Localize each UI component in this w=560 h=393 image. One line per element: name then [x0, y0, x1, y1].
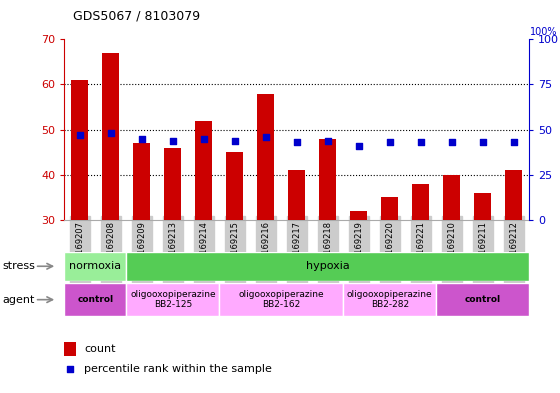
Text: stress: stress [3, 261, 36, 271]
Point [230, 138, 239, 144]
Point [385, 139, 394, 145]
Text: GDS5067 / 8103079: GDS5067 / 8103079 [73, 10, 200, 23]
Text: 100%: 100% [530, 28, 557, 37]
Bar [64, 252, 127, 281]
Bar [257, 94, 274, 220]
Text: count: count [84, 343, 115, 354]
Point [354, 143, 363, 149]
Point [292, 139, 301, 145]
Bar [288, 171, 305, 220]
Text: oligooxopiperazine
BB2-162: oligooxopiperazine BB2-162 [239, 290, 324, 309]
Bar [133, 143, 151, 220]
Bar [412, 184, 430, 220]
Text: percentile rank within the sample: percentile rank within the sample [84, 364, 272, 374]
Text: normoxia: normoxia [69, 261, 122, 271]
Point [199, 136, 208, 142]
Point [137, 136, 146, 142]
Bar [71, 80, 88, 220]
Point [478, 139, 487, 145]
Text: oligooxopiperazine
BB2-125: oligooxopiperazine BB2-125 [130, 290, 216, 309]
Point [76, 132, 85, 138]
Text: hypoxia: hypoxia [306, 261, 349, 271]
Bar [436, 283, 529, 316]
Bar [350, 211, 367, 220]
Bar [343, 283, 436, 316]
Bar [127, 283, 220, 316]
Bar [127, 252, 529, 281]
Bar [164, 148, 181, 220]
Bar [443, 175, 460, 220]
Bar [220, 283, 343, 316]
Bar [102, 53, 119, 220]
Point [323, 138, 332, 144]
Text: agent: agent [3, 295, 35, 305]
Bar [195, 121, 212, 220]
Point [66, 365, 74, 372]
Point [106, 130, 115, 136]
Text: oligooxopiperazine
BB2-282: oligooxopiperazine BB2-282 [347, 290, 432, 309]
Point [509, 139, 518, 145]
Text: control: control [77, 295, 114, 304]
Bar [381, 197, 398, 220]
Text: control: control [465, 295, 501, 304]
Bar [319, 139, 337, 220]
Bar [64, 283, 127, 316]
Point [416, 139, 425, 145]
Bar [64, 342, 76, 356]
Bar [505, 171, 522, 220]
Point [262, 134, 270, 140]
Point [169, 138, 178, 144]
Bar [226, 152, 244, 220]
Point [447, 139, 456, 145]
Bar [474, 193, 491, 220]
